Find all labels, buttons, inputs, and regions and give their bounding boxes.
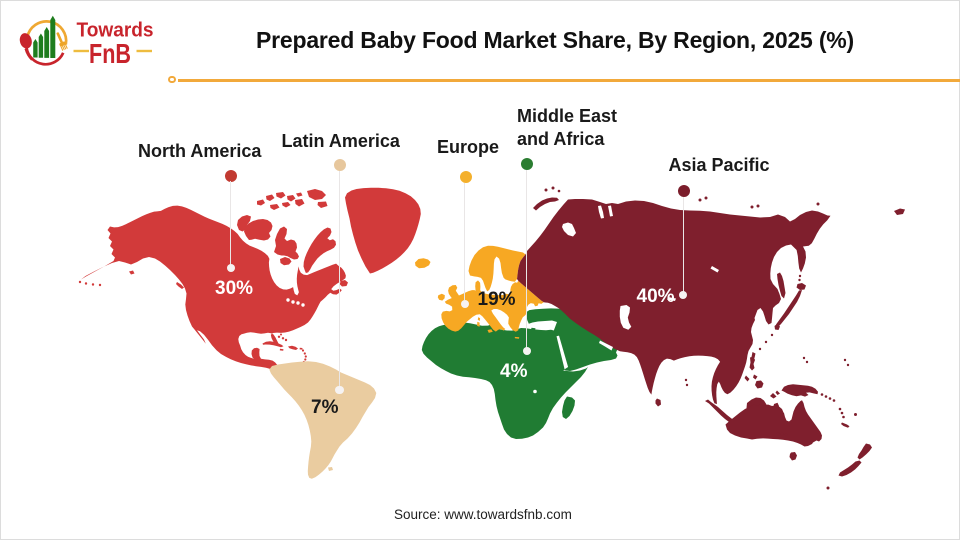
svg-text:FnB: FnB <box>89 38 131 69</box>
svg-text:Towards: Towards <box>77 19 154 41</box>
